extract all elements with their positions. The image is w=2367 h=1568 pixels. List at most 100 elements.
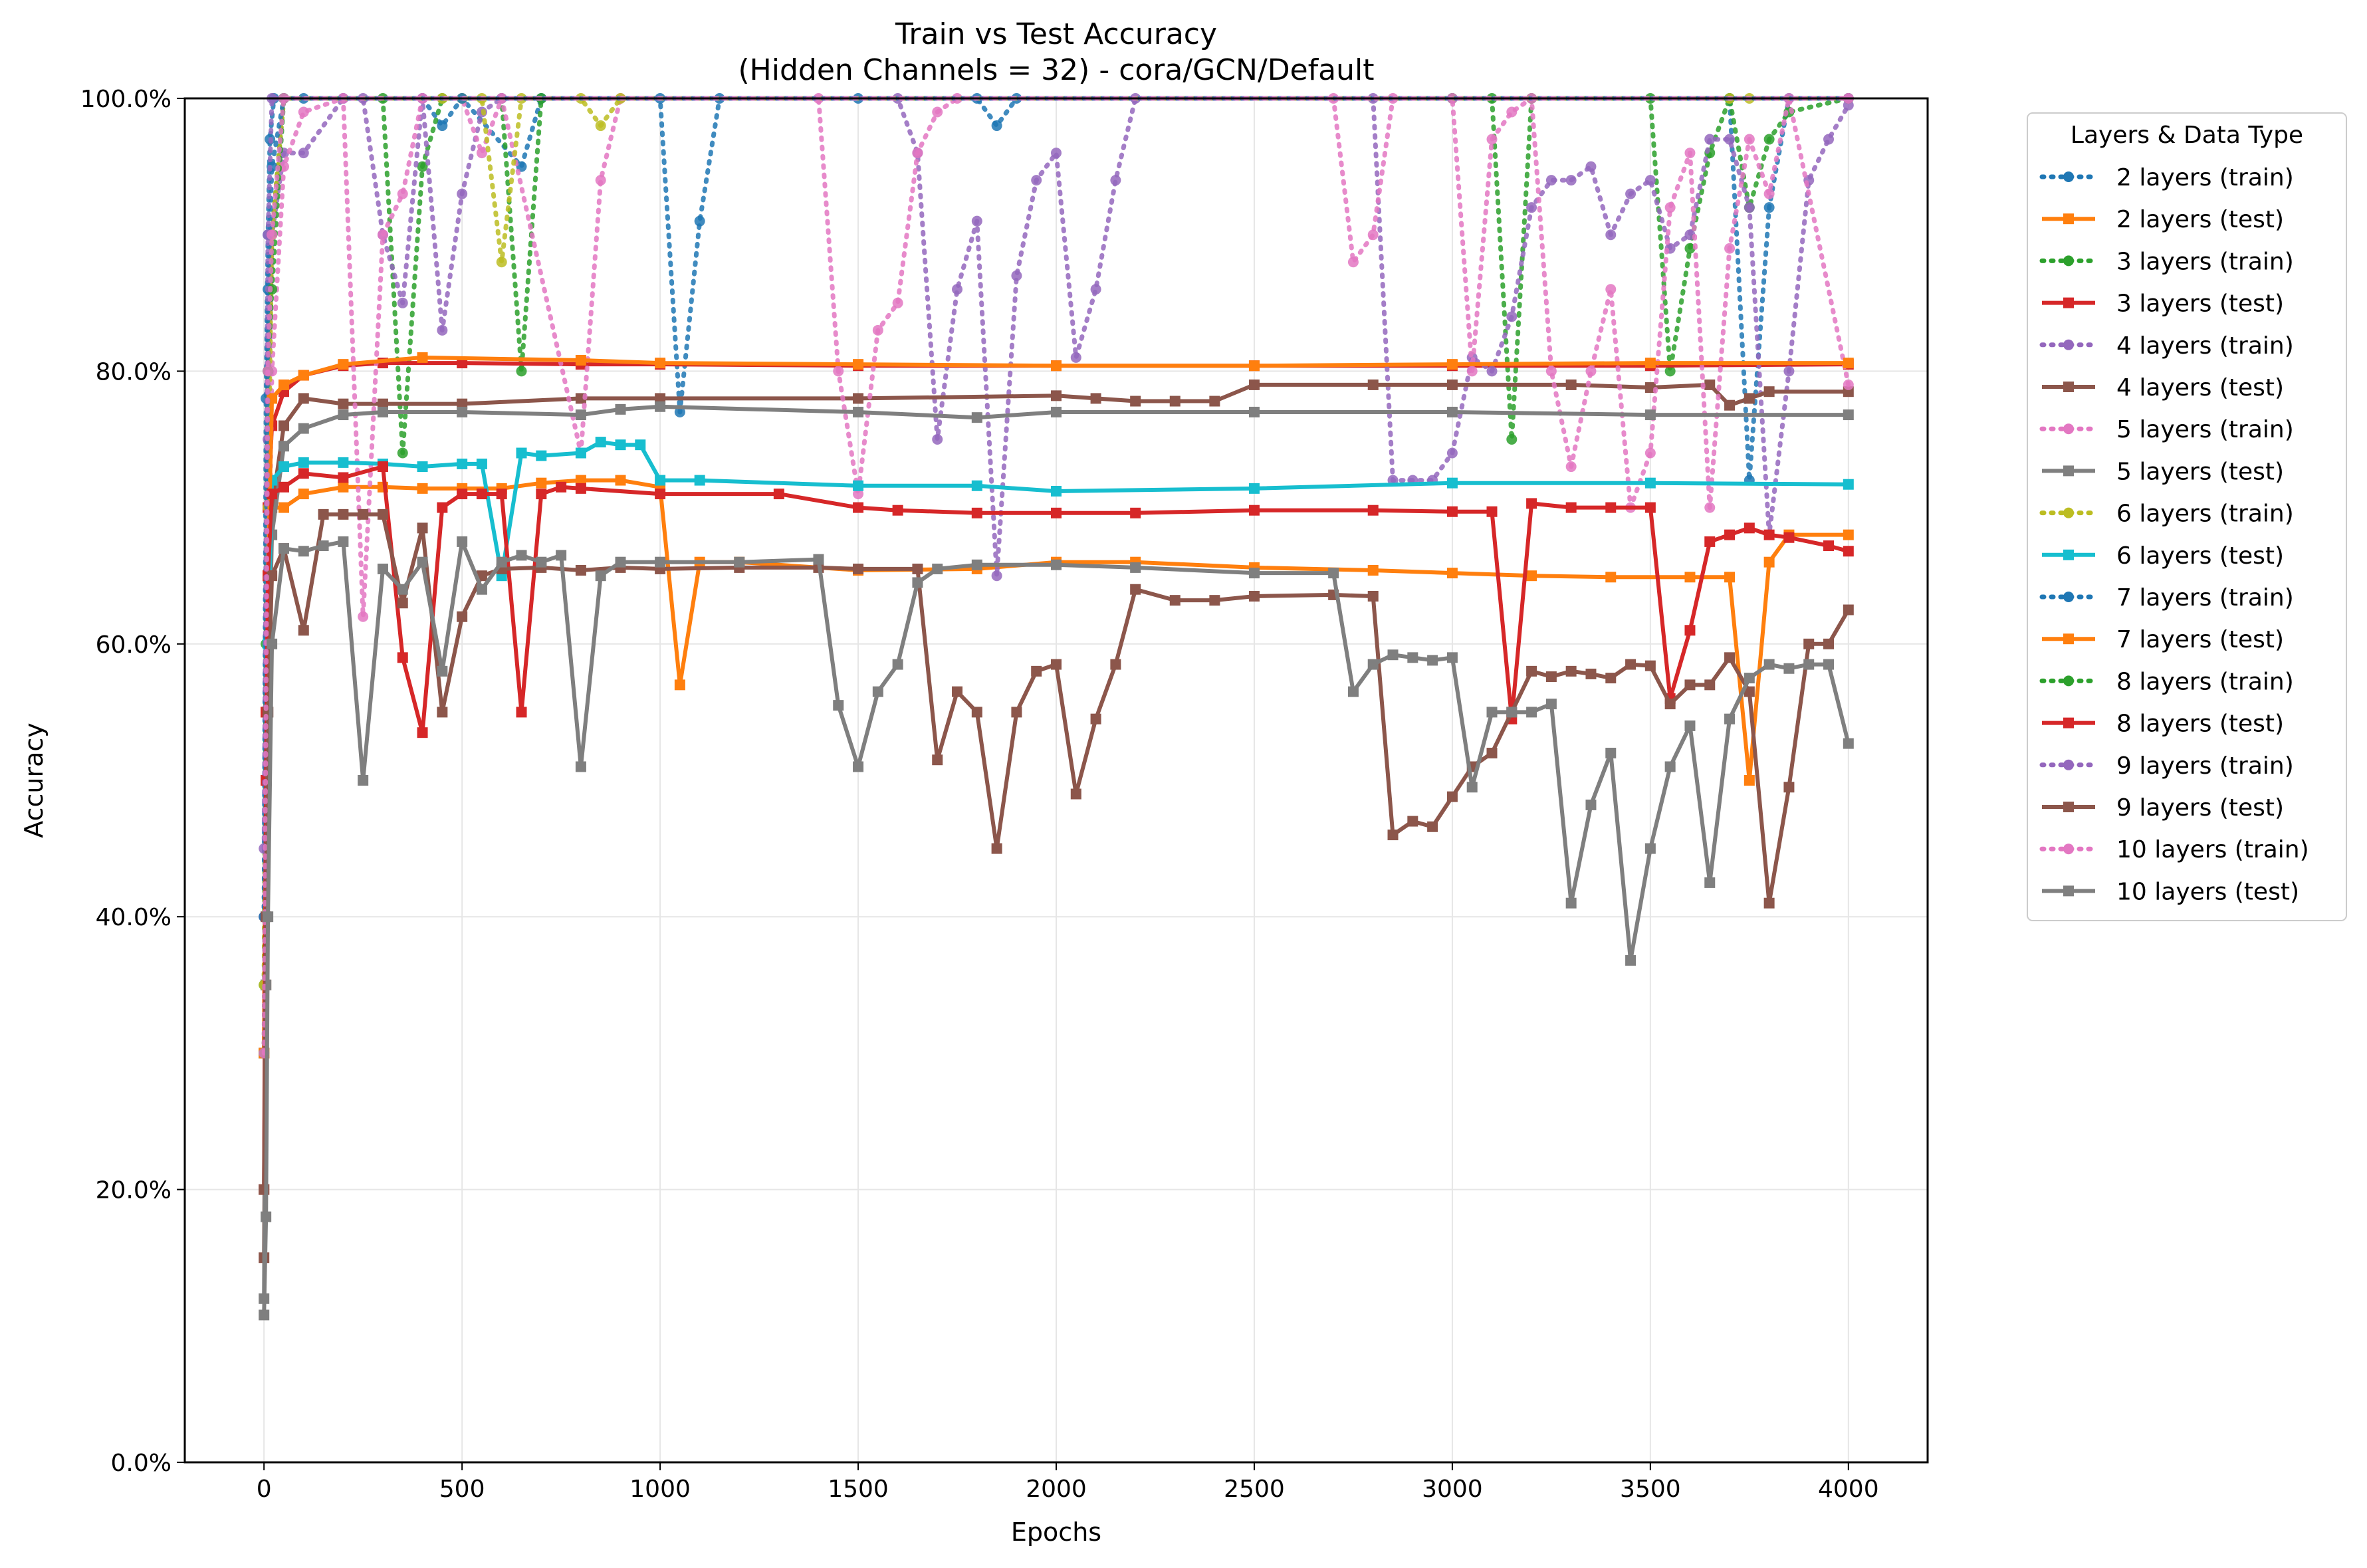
legend-swatch-marker bbox=[2063, 717, 2074, 728]
y-tick-label: 20.0% bbox=[96, 1177, 171, 1204]
data-point bbox=[853, 489, 864, 500]
data-point bbox=[932, 106, 943, 118]
data-point bbox=[1446, 506, 1458, 517]
data-point bbox=[338, 536, 349, 547]
x-axis-label: Epochs bbox=[1011, 1517, 1101, 1547]
x-tick-label: 1500 bbox=[828, 1476, 889, 1503]
legend-swatch-marker bbox=[2063, 549, 2074, 560]
data-point bbox=[1031, 665, 1042, 677]
data-point bbox=[516, 447, 527, 459]
data-point bbox=[259, 1309, 270, 1321]
data-point bbox=[1526, 665, 1537, 677]
data-point bbox=[1090, 713, 1101, 725]
data-point bbox=[892, 297, 903, 308]
data-point bbox=[496, 257, 507, 268]
data-point bbox=[575, 475, 586, 486]
legend-swatch-marker bbox=[2063, 885, 2074, 897]
data-point bbox=[358, 775, 369, 786]
data-point bbox=[417, 483, 428, 494]
x-tick-label: 2500 bbox=[1224, 1476, 1285, 1503]
data-point bbox=[263, 366, 274, 377]
data-point bbox=[278, 481, 289, 493]
data-point bbox=[1763, 897, 1775, 909]
data-point bbox=[536, 556, 547, 568]
data-point bbox=[1803, 638, 1815, 649]
data-point bbox=[516, 366, 527, 377]
legend-label: 5 layers (test) bbox=[2116, 458, 2284, 485]
data-point bbox=[1545, 671, 1557, 683]
data-point bbox=[1070, 352, 1081, 363]
data-point bbox=[872, 686, 883, 697]
data-point bbox=[1446, 359, 1458, 370]
data-point bbox=[1446, 406, 1458, 417]
data-point bbox=[575, 354, 586, 366]
data-point bbox=[1446, 379, 1458, 390]
legend-item: 8 layers (test) bbox=[2042, 711, 2284, 738]
data-point bbox=[1051, 406, 1062, 417]
x-tick-label: 500 bbox=[439, 1476, 485, 1503]
data-point bbox=[267, 638, 278, 649]
data-point bbox=[1347, 686, 1359, 697]
legend-swatch-marker bbox=[2063, 297, 2074, 308]
data-point bbox=[1744, 686, 1755, 697]
data-point bbox=[1704, 536, 1716, 547]
data-point bbox=[1367, 590, 1379, 602]
data-point bbox=[971, 707, 982, 718]
data-point bbox=[1090, 393, 1101, 404]
data-point bbox=[437, 120, 448, 132]
data-point bbox=[457, 458, 468, 469]
y-tick-label: 100.0% bbox=[80, 86, 171, 113]
data-point bbox=[595, 120, 606, 132]
data-point bbox=[1486, 506, 1498, 517]
data-point bbox=[417, 352, 428, 363]
legend-items: 2 layers (train) 2 layers (test) 3 layers … bbox=[2039, 164, 2309, 905]
data-point bbox=[1843, 479, 1854, 490]
data-point bbox=[971, 480, 982, 491]
series-line bbox=[261, 96, 1851, 919]
series-layer bbox=[259, 93, 1854, 1321]
data-point bbox=[1684, 679, 1696, 691]
data-point bbox=[263, 911, 274, 923]
data-point bbox=[1625, 659, 1636, 670]
data-point bbox=[298, 546, 309, 557]
data-point bbox=[1585, 668, 1597, 679]
legend-item: 7 layers (train) bbox=[2039, 584, 2294, 612]
data-point bbox=[1367, 229, 1379, 241]
data-point bbox=[278, 502, 289, 513]
data-point bbox=[1783, 532, 1795, 543]
data-point bbox=[1051, 659, 1062, 670]
data-point bbox=[1526, 570, 1537, 582]
data-point bbox=[457, 358, 468, 369]
legend-swatch-marker bbox=[2063, 339, 2074, 350]
legend-label: 3 layers (test) bbox=[2116, 290, 2284, 318]
data-point bbox=[615, 475, 626, 486]
data-point bbox=[1664, 202, 1676, 213]
data-point bbox=[1209, 595, 1220, 606]
data-point bbox=[1130, 562, 1141, 573]
data-point bbox=[1605, 747, 1617, 758]
data-point bbox=[267, 229, 278, 241]
legend-item: 10 layers (train) bbox=[2039, 836, 2309, 863]
data-point bbox=[298, 106, 309, 118]
x-tick-label: 4000 bbox=[1818, 1476, 1879, 1503]
data-point bbox=[1486, 366, 1498, 377]
data-point bbox=[1347, 257, 1359, 268]
x-tick-label: 3000 bbox=[1422, 1476, 1483, 1503]
data-point bbox=[1744, 522, 1755, 534]
legend-item: 5 layers (test) bbox=[2042, 458, 2284, 485]
data-point bbox=[1724, 713, 1736, 725]
data-point bbox=[655, 401, 666, 412]
data-point bbox=[556, 550, 567, 561]
data-point bbox=[1130, 507, 1141, 518]
data-point bbox=[853, 406, 864, 417]
data-point bbox=[397, 447, 408, 459]
data-point bbox=[1704, 134, 1716, 145]
data-point bbox=[1843, 738, 1854, 749]
data-point bbox=[1446, 568, 1458, 579]
data-point bbox=[536, 489, 547, 500]
data-point bbox=[1486, 747, 1498, 758]
data-point bbox=[417, 161, 428, 172]
data-point bbox=[1763, 386, 1775, 397]
data-point bbox=[932, 563, 943, 574]
legend-item: 9 layers (test) bbox=[2042, 794, 2284, 822]
